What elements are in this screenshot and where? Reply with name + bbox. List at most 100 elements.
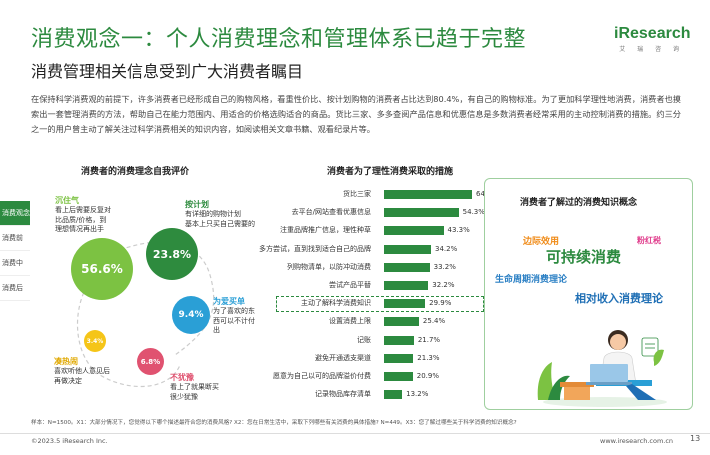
label-plan-desc-2: 基本上只买自己需要的 bbox=[185, 219, 255, 228]
bar-row: 货比三家64.0% bbox=[278, 188, 498, 201]
label-decisive: 不犹豫 看上了就果断买 很少犹豫 bbox=[170, 372, 219, 402]
bar-row: 记账 21.7% bbox=[278, 334, 483, 347]
label-plan-title: 按计划 bbox=[185, 200, 209, 209]
bar bbox=[384, 390, 403, 400]
intro-paragraph: 在保持科学消费观的前提下，许多消费者已经形成自己的购物风格，看重性价比、按计划购… bbox=[31, 94, 681, 134]
left-section-title: 消费者的消费理念自我评价 bbox=[81, 167, 190, 177]
logo-text: iResearch bbox=[614, 25, 691, 42]
label-love-desc-3: 出 bbox=[213, 326, 220, 334]
bar-value-label: 20.9% bbox=[416, 372, 439, 380]
bar bbox=[384, 244, 432, 254]
bar-value-label: 21.3% bbox=[417, 353, 440, 362]
bar-value-label: 21.7% bbox=[417, 335, 441, 344]
bar-chart-title: 消费者为了理性消费采取的措施 bbox=[326, 167, 454, 177]
side-nav: 消费观念 消费前 消费中 消费后 bbox=[0, 201, 30, 301]
label-love: 为爱买单 为了喜欢的东 西可以不计付 出 bbox=[213, 296, 255, 336]
bar-row: 避免开通透支渠道 21.3% bbox=[278, 352, 483, 365]
bar-row: 设置消费上限 25.4% bbox=[278, 315, 483, 328]
bar-value-label: 29.9% bbox=[429, 299, 452, 308]
word-pink-tax: 粉红税 bbox=[637, 236, 661, 245]
word-marginal-utility: 边际效用 bbox=[523, 237, 560, 247]
bar-row: 注重品牌推广信息，理性种草 43.3% bbox=[278, 224, 483, 237]
word-life-cycle: 生命周期消费理论 bbox=[495, 275, 568, 285]
bar bbox=[384, 335, 414, 345]
bubble-love-value: 9.4% bbox=[178, 310, 204, 320]
page-title: 消费观念一：个人消费理念和管理体系已趋于完整 bbox=[31, 27, 527, 52]
label-love-desc-2: 西可以不计付 bbox=[213, 316, 255, 325]
label-follow: 凑热闹 喜欢听他人意见后 再做决定 bbox=[54, 356, 110, 386]
bar-row: 列购物清单，以防冲动消费 33.2% bbox=[278, 261, 483, 274]
label-calm-desc-1: 看上后需要反复对 bbox=[55, 206, 111, 214]
label-love-title: 为爱买单 bbox=[213, 297, 245, 306]
label-follow-desc-1: 喜欢听他人意见后 bbox=[54, 367, 110, 375]
word-cloud-box bbox=[484, 178, 693, 410]
page-subtitle: 消费管理相关信息受到广大消费者瞩目 bbox=[31, 62, 304, 81]
bar-value-label: 25.4% bbox=[422, 317, 446, 326]
bar-category-label: 尝试产品平替 bbox=[329, 281, 371, 289]
label-decisive-desc-1: 看上了就果断买 bbox=[170, 383, 219, 391]
bar-category-label: 愿意为自己以可的品牌溢价付费 bbox=[273, 372, 371, 380]
bar-value-label: 34.2% bbox=[435, 244, 458, 253]
label-follow-desc-2: 再做决定 bbox=[54, 376, 82, 385]
bar-value-label: 43.3% bbox=[447, 226, 470, 235]
label-calm-desc-3: 理想情况再出手 bbox=[55, 225, 104, 233]
side-nav-item-after[interactable]: 消费后 bbox=[0, 276, 30, 301]
bubble-follow-value: 3.4% bbox=[86, 337, 104, 345]
word-relative-income: 相对收入消费理论 bbox=[575, 292, 663, 305]
bar-category-label: 去平台/网站查看优惠信息 bbox=[291, 208, 371, 217]
footnote: 样本：N=1500。X1：大部分情况下，您觉得以下哪个描述最符合您的消费风格? … bbox=[31, 420, 517, 426]
side-nav-item-before[interactable]: 消费前 bbox=[0, 226, 30, 251]
bar-category-label: 列购物清单，以防冲动消费 bbox=[287, 262, 371, 271]
bar-row: 主动了解科学消费知识 29.9% bbox=[278, 297, 483, 310]
bar-value-label: 32.2% bbox=[432, 281, 455, 289]
footer-divider bbox=[0, 433, 710, 434]
word-sustainable: 可持续消费 bbox=[546, 248, 622, 266]
bar-row: 记录物品库存清单 13.2% bbox=[278, 388, 483, 401]
logo-subtext: 艾 瑞 咨 询 bbox=[619, 46, 684, 53]
website: www.iresearch.com.cn bbox=[600, 437, 674, 445]
word-cloud-title: 消费者了解过的消费知识概念 bbox=[520, 198, 638, 208]
side-nav-item-concept[interactable]: 消费观念 bbox=[0, 201, 30, 226]
label-decisive-desc-2: 很少犹豫 bbox=[170, 392, 198, 401]
label-love-desc-1: 为了喜欢的东 bbox=[213, 307, 255, 315]
bar bbox=[384, 299, 426, 309]
label-plan: 按计划 有详细的购物计划 基本上只买自己需要的 bbox=[185, 199, 255, 229]
bar bbox=[384, 317, 419, 327]
bar bbox=[384, 281, 429, 290]
bar bbox=[384, 226, 444, 236]
side-nav-item-during[interactable]: 消费中 bbox=[0, 251, 30, 276]
bar-row: 多方尝试，直到找到适合自己的品牌 34.2% bbox=[259, 243, 483, 256]
bar-category-label: 记账 bbox=[357, 335, 371, 344]
bar-category-label: 设置消费上限 bbox=[329, 317, 371, 326]
bar bbox=[384, 190, 472, 199]
label-calm-desc-2: 比品质/价格，到 bbox=[55, 215, 107, 224]
bubble-decisive: 6.8% bbox=[137, 348, 164, 375]
label-calm: 沉住气 看上后需要反复对 比品质/价格，到 理想情况再出手 bbox=[55, 195, 111, 235]
bubble-calm-value: 56.6% bbox=[81, 262, 123, 276]
bubble-plan: 23.8% bbox=[146, 228, 198, 280]
bubble-plan-value: 23.8% bbox=[152, 247, 192, 261]
bar-category-label: 记录物品库存清单 bbox=[315, 390, 371, 399]
bar bbox=[384, 372, 413, 381]
bar-value-label: 54.3% bbox=[462, 208, 485, 217]
bar-value-label: 13.2% bbox=[406, 390, 429, 399]
label-decisive-title: 不犹豫 bbox=[170, 373, 194, 382]
bubble-follow: 3.4% bbox=[84, 330, 106, 352]
page-number: 13 bbox=[690, 434, 701, 443]
person-laptop-illustration bbox=[537, 330, 667, 407]
bar bbox=[384, 353, 414, 363]
iresearch-logo: iResearch 艾 瑞 咨 询 bbox=[614, 25, 691, 53]
copyright: ©2023.5 iResearch Inc. bbox=[31, 437, 108, 445]
label-calm-title: 沉住气 bbox=[55, 196, 79, 205]
bar-row: 去平台/网站查看优惠信息 54.3% bbox=[278, 206, 485, 219]
label-plan-desc-1: 有详细的购物计划 bbox=[185, 210, 241, 218]
bar-category-label: 多方尝试，直到找到适合自己的品牌 bbox=[259, 244, 371, 253]
bubble-calm: 56.6% bbox=[71, 238, 133, 300]
bubble-decisive-value: 6.8% bbox=[140, 357, 161, 366]
bar bbox=[384, 262, 430, 272]
bar-category-label: 主动了解科学消费知识 bbox=[301, 299, 371, 308]
bar-row: 愿意为自己以可的品牌溢价付费 20.9% bbox=[273, 370, 483, 383]
bar-category-label: 注重品牌推广信息，理性种草 bbox=[280, 226, 371, 235]
bar-value-label: 33.2% bbox=[433, 262, 456, 271]
bar-category-label: 避免开通透支渠道 bbox=[315, 353, 371, 362]
